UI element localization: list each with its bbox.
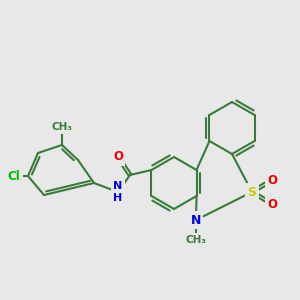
Text: O: O xyxy=(267,173,277,187)
Text: O: O xyxy=(113,151,123,164)
Text: N: N xyxy=(191,214,201,226)
Text: O: O xyxy=(267,197,277,211)
Text: S: S xyxy=(248,185,256,199)
Text: N
H: N H xyxy=(113,181,123,203)
Text: Cl: Cl xyxy=(8,169,20,182)
Text: CH₃: CH₃ xyxy=(185,235,206,245)
Text: CH₃: CH₃ xyxy=(52,122,73,132)
